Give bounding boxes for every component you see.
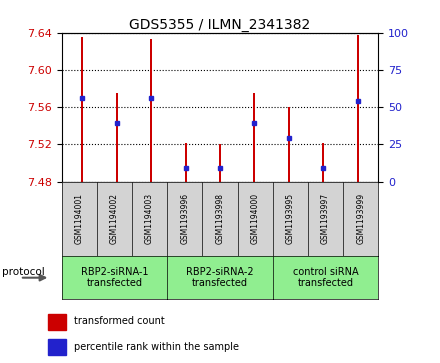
Bar	[184, 143, 187, 182]
Text: RBP2-siRNA-1
transfected: RBP2-siRNA-1 transfected	[81, 267, 148, 289]
Text: GSM1193999: GSM1193999	[356, 193, 365, 244]
Title: GDS5355 / ILMN_2341382: GDS5355 / ILMN_2341382	[129, 18, 311, 32]
Text: GSM1193998: GSM1193998	[216, 193, 224, 244]
Text: GSM1193995: GSM1193995	[286, 193, 295, 244]
Bar	[150, 39, 152, 182]
Bar	[48, 314, 66, 330]
Text: transformed count: transformed count	[74, 316, 165, 326]
Bar	[253, 93, 256, 182]
Bar	[288, 107, 290, 182]
Text: control siRNA
transfected: control siRNA transfected	[293, 267, 359, 289]
Bar	[322, 143, 324, 182]
Text: protocol: protocol	[2, 267, 45, 277]
Text: percentile rank within the sample: percentile rank within the sample	[74, 342, 239, 352]
Bar	[357, 34, 359, 182]
Text: GSM1194001: GSM1194001	[75, 193, 84, 244]
Text: GSM1194002: GSM1194002	[110, 193, 119, 244]
Text: GSM1193996: GSM1193996	[180, 193, 189, 244]
Bar	[116, 93, 118, 182]
Text: GSM1194000: GSM1194000	[251, 193, 260, 244]
Bar	[48, 339, 66, 355]
Text: GSM1193997: GSM1193997	[321, 193, 330, 244]
Bar	[219, 144, 221, 182]
Text: GSM1194003: GSM1194003	[145, 193, 154, 244]
Text: RBP2-siRNA-2
transfected: RBP2-siRNA-2 transfected	[186, 267, 254, 289]
Bar	[81, 37, 83, 182]
